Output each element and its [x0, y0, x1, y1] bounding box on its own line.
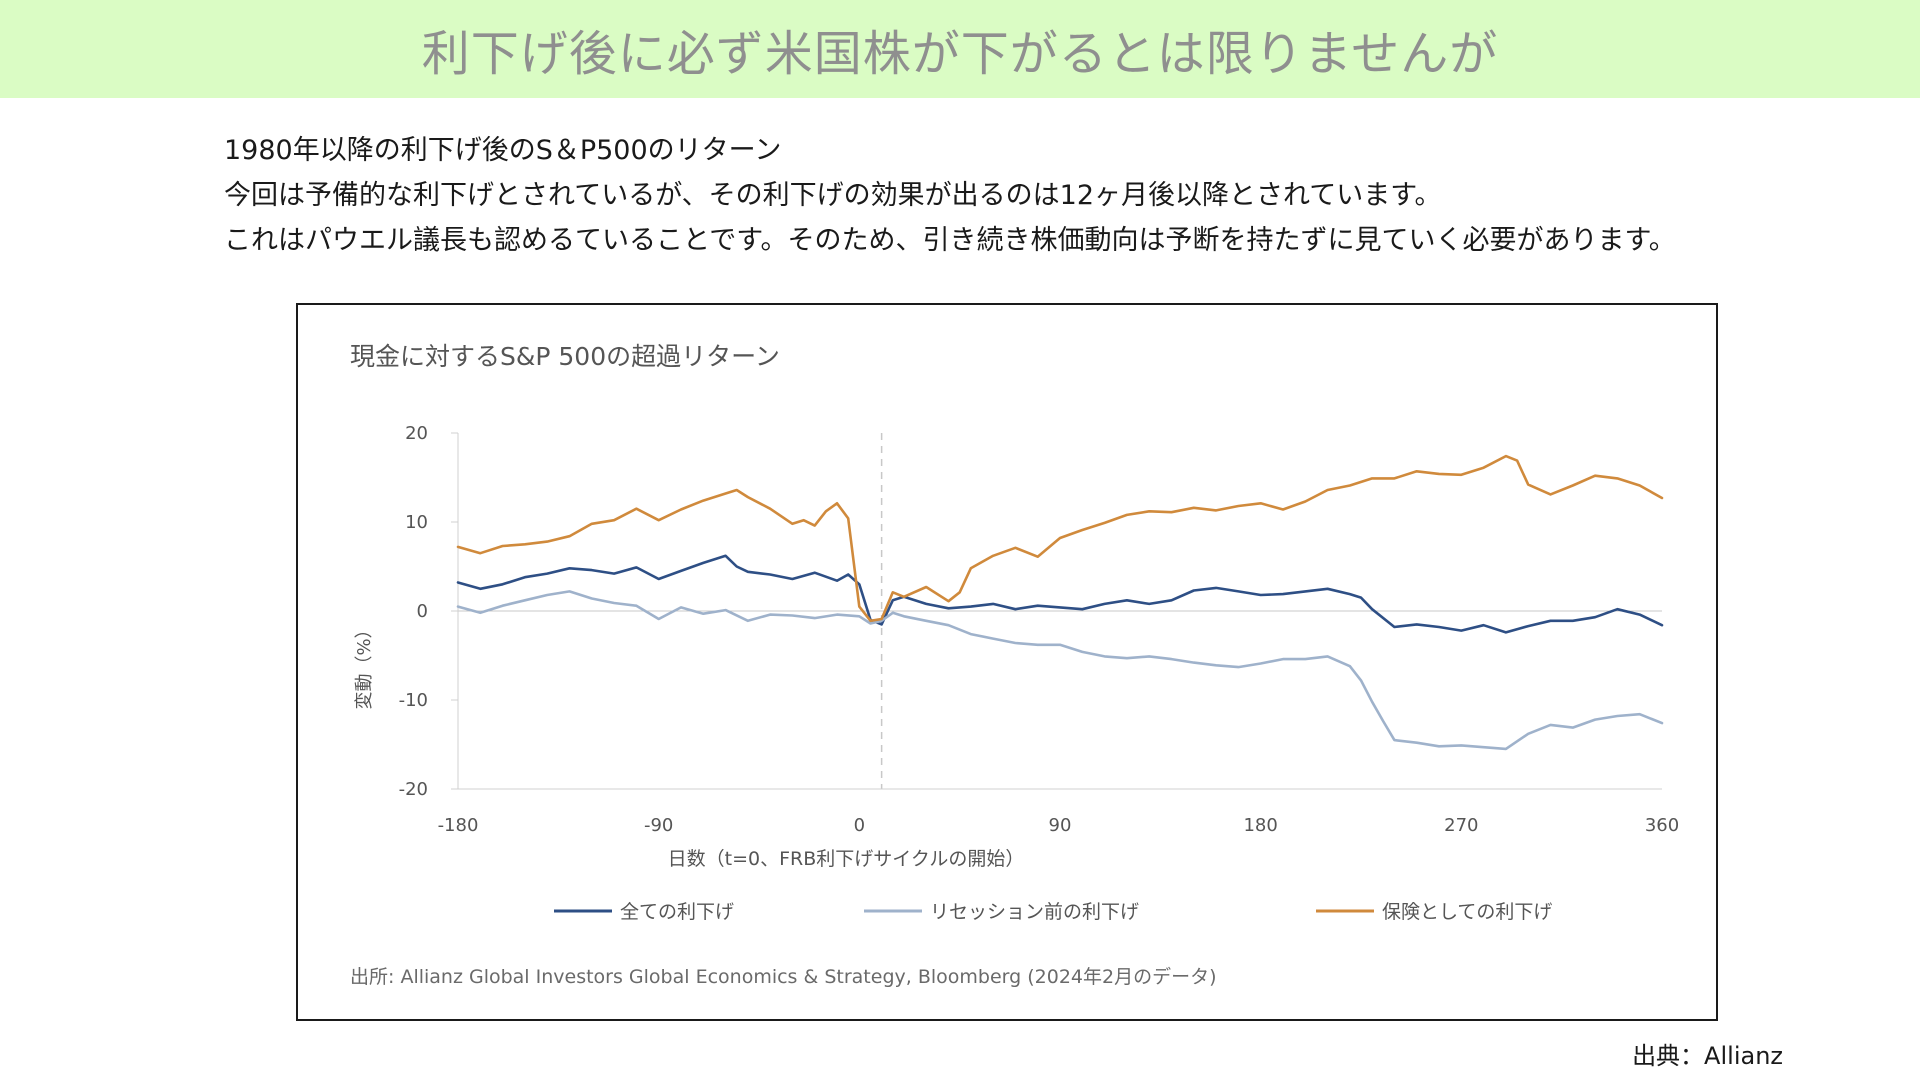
chart-axes	[451, 432, 1662, 790]
series-line-3	[456, 454, 1664, 623]
y-tick-label: 20	[405, 423, 428, 444]
intro-line-2: 今回は予備的な利下げとされているが、その利下げの効果が出るのは12ヶ月後以降とさ…	[224, 180, 1442, 211]
x-tick-label: -180	[438, 815, 479, 836]
x-tick-label: -90	[644, 815, 673, 836]
x-tick-label: 90	[1049, 815, 1072, 836]
chart-title: 現金に対するS&P 500の超過リターン	[350, 342, 780, 371]
y-tick-label: 10	[405, 512, 428, 533]
chart-source-note: 出所: Allianz Global Investors Global Econ…	[350, 966, 1217, 988]
chart-frame: 現金に対するS&P 500の超過リターン 20 10 0 -10 -20 -180 -90 0…	[296, 303, 1718, 1021]
x-tick-label: 0	[854, 815, 865, 836]
legend-label: 保険としての利下げ	[1382, 901, 1552, 923]
chart-series	[456, 454, 1664, 751]
x-axis-label: 日数（t=0、FRB利下げサイクルの開始）	[668, 848, 1025, 870]
page-title: 利下げ後に必ず米国株が下がるとは限りませんが	[421, 26, 1499, 82]
y-tick-label: -20	[399, 779, 428, 800]
legend-label: 全ての利下げ	[620, 901, 734, 923]
legend-label: リセッション前の利下げ	[930, 901, 1139, 923]
intro-line-1: 1980年以降の利下げ後のS＆P500のリターン	[224, 135, 782, 166]
y-axis-label: 変動（%）	[354, 620, 375, 709]
chart-gridlines	[458, 433, 1662, 789]
x-tick-label: 180	[1243, 815, 1277, 836]
title-banner: 利下げ後に必ず米国株が下がるとは限りませんが	[0, 0, 1920, 98]
y-tick-label: 0	[417, 601, 428, 622]
intro-text-block: 1980年以降の利下げ後のS＆P500のリターン 今回は予備的な利下げとされてい…	[224, 128, 1904, 263]
x-tick-label: 270	[1444, 815, 1478, 836]
series-line-2	[456, 590, 1664, 751]
series-line-1	[456, 554, 1664, 634]
x-tick-label: 360	[1645, 815, 1679, 836]
excess-return-chart: 現金に対するS&P 500の超過リターン 20 10 0 -10 -20 -180 -90 0…	[350, 342, 1680, 988]
chart-tick-labels: 20 10 0 -10 -20 -180 -90 0 90 180 270 360	[399, 423, 1680, 836]
intro-line-3: これはパウエル議長も認めるていることです。そのため、引き続き株価動向は予断を持た…	[224, 225, 1676, 256]
y-tick-label: -10	[399, 690, 428, 711]
source-footer: 出典：Allianz	[1632, 1042, 1783, 1070]
chart-legend: 全ての利下げ リセッション前の利下げ 保険としての利下げ	[554, 901, 1552, 923]
